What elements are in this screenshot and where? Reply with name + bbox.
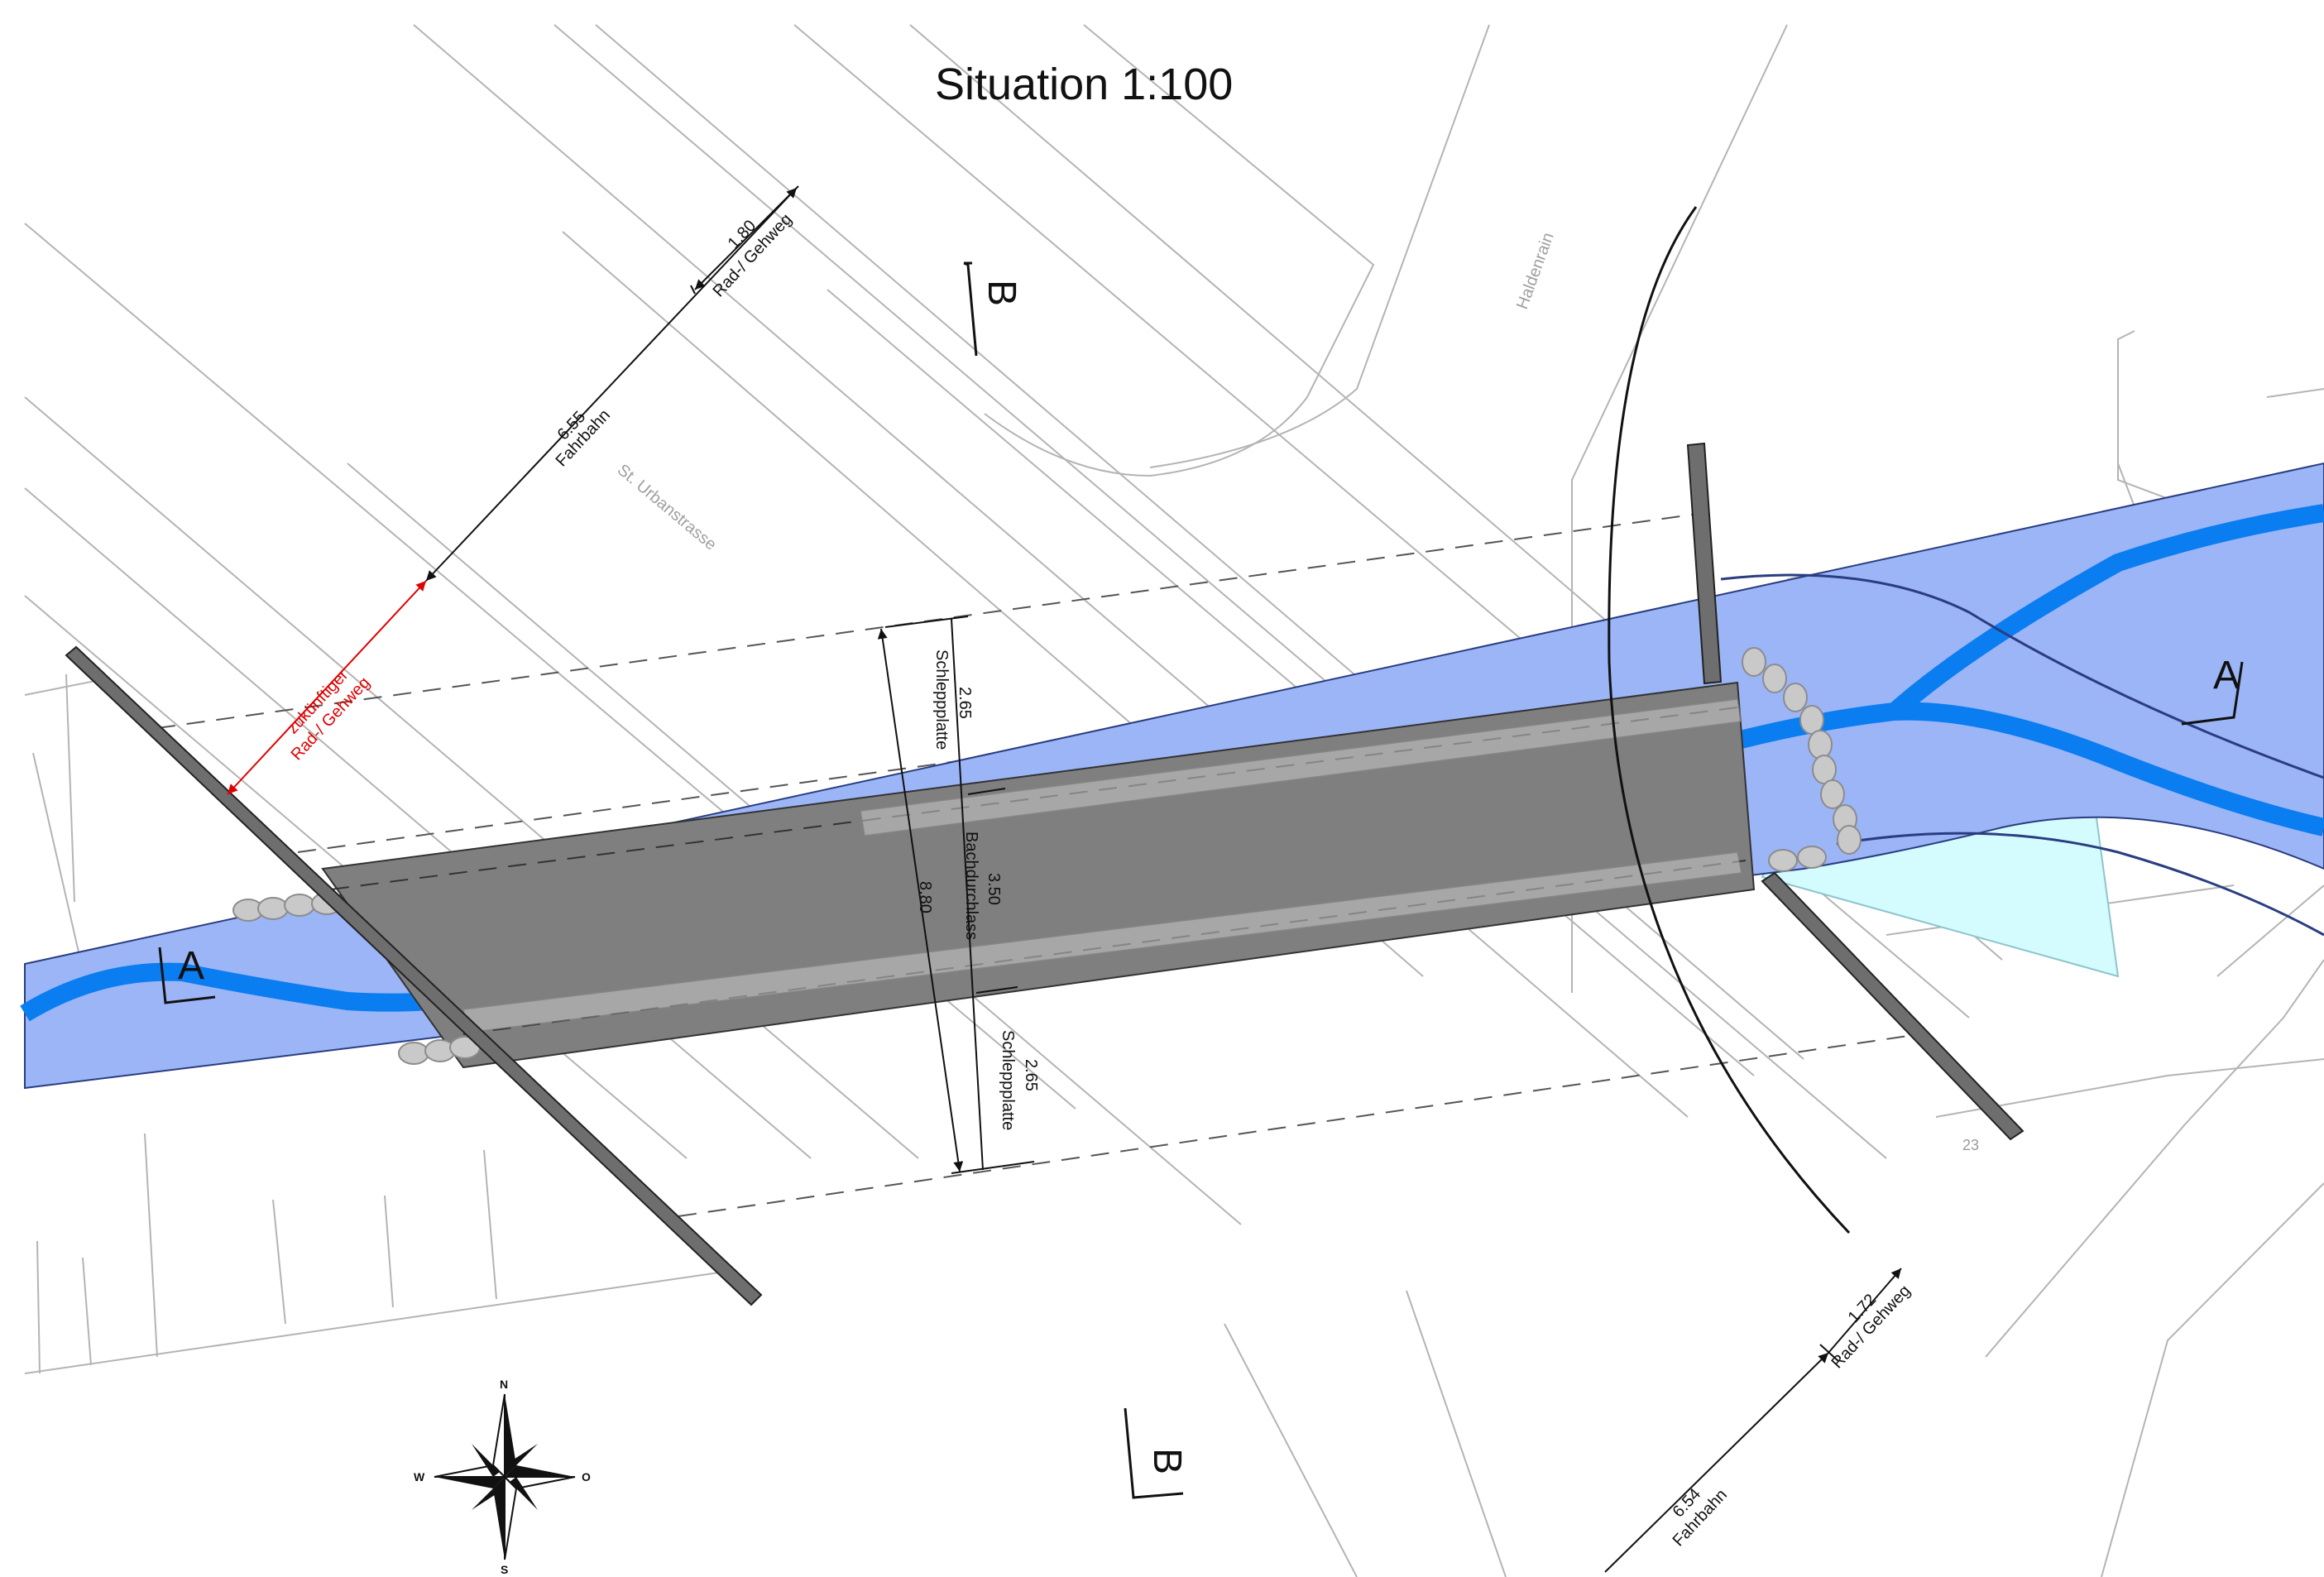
parcel-number: 23 (1962, 1137, 1979, 1153)
dimension-vertical (877, 616, 1035, 1174)
section-marker-a-right (2181, 661, 2244, 726)
plan-title: Situation 1:100 (935, 60, 1233, 109)
dim-total-value: 8.80 (916, 881, 934, 913)
street-label-haldenrain: Haldenrain (1513, 230, 1558, 311)
dim-bach-value: 3.50 (985, 873, 1003, 905)
street-label-st-urbanstrasse: St. Urbanstrasse (614, 461, 720, 554)
wing-walls (65, 442, 2025, 1306)
section-marker-a-left (158, 947, 216, 1004)
dim-schlepp2-label: Schleppplatte (999, 1030, 1017, 1130)
boundary-arc (1608, 206, 1851, 1234)
compass-label-o: O (582, 1470, 591, 1484)
dimension-future (227, 580, 427, 795)
compass-label-n: N (500, 1378, 508, 1391)
dim-bach-label: Bachdurchlass (962, 832, 980, 940)
dimension-bottom (1604, 1268, 1902, 1573)
section-label-a-right: A (2213, 654, 2240, 697)
dim-schlepp2-value: 2.65 (1022, 1059, 1040, 1091)
culvert (321, 681, 1756, 1069)
section-marker-b-bottom (1124, 1407, 1184, 1499)
stream-edge (1836, 832, 2324, 937)
stream-edge (1720, 573, 2324, 779)
rip-rap-stones (232, 647, 1862, 1065)
dim-schlepp1-value: 2.65 (956, 687, 974, 719)
dimension-top (425, 185, 799, 582)
section-label-b-top: B (980, 280, 1023, 306)
section-label-b-bottom: B (1145, 1448, 1189, 1474)
section-marker-b-top (963, 261, 978, 357)
compass-label-w: W (414, 1470, 425, 1484)
dim-schlepp1-label: Schleppplatte (932, 649, 951, 750)
compass-rose (434, 1393, 576, 1560)
compass-label-s: S (501, 1563, 508, 1576)
section-label-a-left: A (178, 944, 204, 988)
